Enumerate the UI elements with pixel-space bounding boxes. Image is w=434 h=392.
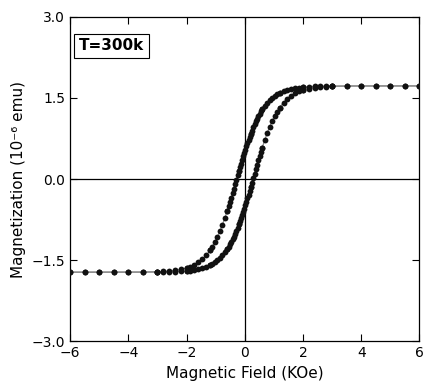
Y-axis label: Magnetization (10⁻⁶ emu): Magnetization (10⁻⁶ emu) [11,80,26,278]
Text: T=300k: T=300k [79,38,144,53]
X-axis label: Magnetic Field (KOe): Magnetic Field (KOe) [166,366,323,381]
